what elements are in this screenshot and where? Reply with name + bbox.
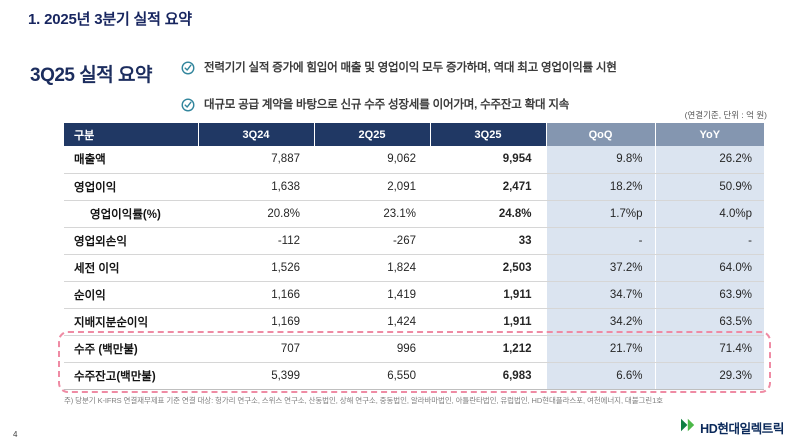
table-cell: 1,419	[314, 281, 430, 309]
table-row-7: 수주 (백만불) 707 996 1,212 21.7% 71.4%	[64, 335, 764, 363]
table-cell: 23.1%	[314, 200, 430, 228]
bullet-text: 대규모 공급 계약을 바탕으로 신규 수주 성장세를 이어가며, 수주잔고 확대…	[204, 99, 570, 111]
table-cell: 1,166	[198, 281, 314, 309]
table-cell: 20.8%	[198, 200, 314, 228]
bullet-item: 대규모 공급 계약을 바탕으로 신규 수주 성장세를 이어가며, 수주잔고 확대…	[181, 98, 776, 117]
table-cell: 71.4%	[654, 335, 764, 363]
table-cell: -	[654, 227, 764, 255]
table-cell: 2,471	[430, 173, 546, 201]
row-label: 영업이익률(%)	[64, 200, 198, 228]
logo-chevrons-icon	[680, 418, 695, 437]
table-row-4: 세전 이익 1,526 1,824 2,503 37.2% 64.0%	[64, 254, 764, 282]
table-cell: 50.9%	[654, 173, 764, 201]
unit-note: (연결기준, 단위 : 억 원)	[684, 110, 767, 120]
page-title: 1. 2025년 3분기 실적 요약	[28, 11, 192, 28]
table-cell: -267	[314, 227, 430, 255]
table-cell: -	[545, 227, 655, 255]
table-cell: 7,887	[198, 146, 314, 174]
table-cell: 5,399	[198, 362, 314, 390]
table-row-0: 매출액 7,887 9,062 9,954 9.8% 26.2%	[64, 146, 764, 174]
table-cell: 64.0%	[654, 254, 764, 282]
table-cell: 21.7%	[545, 335, 655, 363]
table-row-6: 지배지분순이익 1,169 1,424 1,911 34.2% 63.5%	[64, 308, 764, 336]
table-header-row: 구분 3Q24 2Q25 3Q25 QoQ YoY	[64, 123, 764, 146]
row-label: 세전 이익	[64, 254, 198, 282]
table-cell: 6,983	[430, 362, 546, 390]
row-label: 순이익	[64, 281, 198, 309]
page-number: 4	[13, 430, 18, 439]
table-cell: 1,424	[314, 308, 430, 336]
column-header-4: QoQ	[546, 123, 656, 146]
table-cell: 1,824	[314, 254, 430, 282]
table-cell: 6,550	[314, 362, 430, 390]
row-label: 수주 (백만불)	[64, 335, 198, 363]
bullet-item: 전력기기 실적 증가에 힘입어 매출 및 영업이익 모두 증가하며, 역대 최고…	[181, 61, 776, 80]
row-label: 영업이익	[64, 173, 198, 201]
table-cell: 1,526	[198, 254, 314, 282]
table-cell: 26.2%	[654, 146, 764, 174]
table-cell: -112	[198, 227, 314, 255]
bullet-text: 전력기기 실적 증가에 힘입어 매출 및 영업이익 모두 증가하며, 역대 최고…	[204, 62, 617, 74]
row-label: 수주잔고(백만불)	[64, 362, 198, 390]
table-body: 매출액 7,887 9,062 9,954 9.8% 26.2% 영업이익 1,638 2,09…	[64, 146, 764, 390]
table-cell: 1,911	[430, 281, 546, 309]
table-cell: 9.8%	[545, 146, 655, 174]
summary-bullets: 전력기기 실적 증가에 힘입어 매출 및 영업이익 모두 증가하며, 역대 최고…	[181, 61, 776, 135]
table-row-3: 영업외손익 -112 -267 33- -	[64, 227, 764, 255]
table-cell: 1,638	[198, 173, 314, 201]
table-cell: 4.0%p	[654, 200, 764, 228]
check-circle-icon	[181, 61, 195, 80]
table-cell: 996	[314, 335, 430, 363]
table-cell: 2,091	[314, 173, 430, 201]
table-row-1: 영업이익 1,638 2,091 2,471 18.2% 50.9%	[64, 173, 764, 201]
table-cell: 707	[198, 335, 314, 363]
table-cell: 34.2%	[545, 308, 655, 336]
financial-table: 구분 3Q24 2Q25 3Q25 QoQ YoY 매출액 7,887 9,062 9,954 9…	[64, 123, 764, 390]
table-cell: 9,954	[430, 146, 546, 174]
table-cell: 63.5%	[654, 308, 764, 336]
table-cell: 1,212	[430, 335, 546, 363]
table-cell: 1,911	[430, 308, 546, 336]
table-cell: 2,503	[430, 254, 546, 282]
column-header-2: 2Q25	[314, 123, 431, 146]
column-header-5: YoY	[655, 123, 764, 146]
table-cell: 1.7%p	[545, 200, 655, 228]
table-cell: 63.9%	[654, 281, 764, 309]
column-header-0: 구분	[64, 123, 199, 146]
table-row-2: 영업이익률(%) 20.8% 23.1% 24.8% 1.7%p 4.0%p	[64, 200, 764, 228]
check-circle-icon	[181, 98, 195, 117]
table-row-5: 순이익 1,166 1,419 1,911 34.7% 63.9%	[64, 281, 764, 309]
table-cell: 9,062	[314, 146, 430, 174]
company-logo: HD현대일렉트릭	[680, 418, 784, 437]
column-header-3: 3Q25	[430, 123, 547, 146]
logo-text: HD현대일렉트릭	[700, 422, 784, 436]
table-cell: 1,169	[198, 308, 314, 336]
row-label: 매출액	[64, 146, 198, 174]
footnote: 주) 당분기 K-IFRS 연결재무제표 기준 연결 대상: 헝가리 연구소, …	[64, 396, 663, 405]
table-cell: 34.7%	[545, 281, 655, 309]
section-title: 3Q25 실적 요약	[30, 65, 152, 86]
row-label: 영업외손익	[64, 227, 198, 255]
financial-table-wrap: 구분 3Q24 2Q25 3Q25 QoQ YoY 매출액 7,887 9,062 9,954 9…	[58, 123, 771, 393]
row-label: 지배지분순이익	[64, 308, 198, 336]
table-cell: 29.3%	[654, 362, 764, 390]
column-header-1: 3Q24	[198, 123, 315, 146]
table-cell: 37.2%	[545, 254, 655, 282]
table-cell: 6.6%	[545, 362, 655, 390]
table-cell: 24.8%	[430, 200, 546, 228]
table-row-8: 수주잔고(백만불) 5,399 6,550 6,983 6.6% 29.3%	[64, 362, 764, 390]
table-cell: 33	[430, 227, 546, 255]
table-cell: 18.2%	[545, 173, 655, 201]
